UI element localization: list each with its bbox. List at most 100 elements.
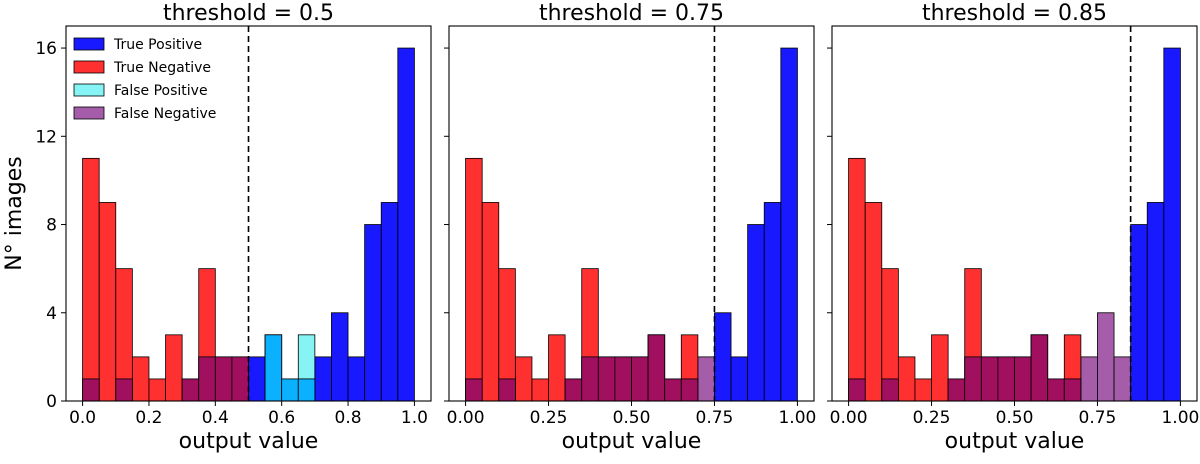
bar-overlap (1063, 378, 1082, 401)
x-axis-label: output value (562, 429, 702, 454)
x-axis-label: output value (179, 429, 319, 454)
y-tick-label: 16 (35, 39, 57, 59)
bar-true-positive (380, 202, 399, 401)
bar-true-negative (848, 157, 866, 401)
x-tick-label: 0.75 (696, 408, 734, 428)
bar-overlap (465, 378, 483, 401)
bar-overlap (680, 378, 699, 401)
bar-true-negative (498, 268, 516, 401)
y-tick-label: 0 (46, 392, 57, 412)
x-tick-label: 0.2 (135, 408, 162, 428)
x-tick-label: 0.00 (830, 408, 868, 428)
bar-true-positive (248, 356, 266, 401)
legend-label: True Positive (113, 37, 202, 53)
bar-overlap (947, 378, 966, 401)
bar-true-positive (714, 312, 732, 401)
bar-false-negative (697, 356, 715, 401)
bar-overlap (647, 334, 666, 401)
bar-overlap (281, 378, 299, 401)
x-tick-label: 0.25 (530, 408, 568, 428)
x-axis-label: output value (945, 429, 1085, 454)
x-tick-label: 0.6 (268, 408, 295, 428)
panel-3: 0.00 0.25 0.50 0.75 1.00 output value threshol… (827, 1, 1199, 454)
legend-swatch (73, 106, 105, 120)
bars-group (82, 47, 415, 401)
legend-swatch (73, 60, 105, 74)
panel-1: 0.0 0.2 0.4 0.6 0.8 1.0 output value threshold … (35, 1, 432, 454)
legend-label: False Negative (114, 106, 216, 122)
bar-true-positive (763, 202, 782, 401)
bar-true-negative (481, 202, 500, 401)
x-tick-label: 0.00 (447, 408, 485, 428)
x-tick-label: 0.50 (996, 408, 1034, 428)
bar-true-negative (148, 378, 166, 401)
panel-2: 0.00 0.25 0.50 0.75 1.00 output value threshol… (444, 1, 816, 454)
bar-true-positive (1130, 224, 1148, 401)
bar-true-negative (115, 268, 133, 401)
bar-true-positive (331, 312, 349, 401)
legend-label: True Negative (113, 60, 211, 76)
x-tick-label: 1.00 (778, 408, 816, 428)
bar-overlap (980, 356, 999, 401)
bar-overlap (597, 356, 616, 401)
bar-false-negative (1097, 312, 1115, 401)
bar-true-negative (881, 268, 899, 401)
y-tick-label: 8 (46, 216, 57, 236)
bar-overlap (264, 334, 283, 401)
bar-true-positive (1163, 47, 1181, 401)
bar-overlap (964, 356, 982, 401)
x-tick-label: 1.0 (401, 408, 428, 428)
bar-true-positive (347, 356, 366, 401)
x-tick-label: 1.00 (1161, 408, 1199, 428)
bar-overlap (115, 378, 133, 401)
y-tick-label: 4 (46, 304, 57, 324)
bar-true-negative (165, 334, 183, 401)
bar-false-negative (1113, 356, 1132, 401)
legend-label: False Positive (114, 83, 208, 99)
bar-overlap (82, 378, 100, 401)
bar-true-negative (82, 157, 100, 401)
x-tick-label: 0.0 (69, 408, 96, 428)
x-tick-label: 0.50 (613, 408, 651, 428)
bar-overlap (997, 356, 1015, 401)
bar-true-negative (465, 157, 483, 401)
legend-swatch (73, 83, 105, 97)
bar-true-negative (98, 202, 117, 401)
bar-overlap (231, 356, 249, 401)
bar-overlap (631, 356, 649, 401)
bar-true-positive (730, 356, 749, 401)
bar-true-positive (314, 356, 332, 401)
x-tick-label: 0.25 (913, 408, 951, 428)
bar-overlap (198, 356, 216, 401)
bar-true-positive (747, 224, 765, 401)
bar-overlap (1047, 378, 1065, 401)
y-tick-label: 12 (35, 127, 57, 147)
bar-true-negative (864, 202, 883, 401)
y-axis-label: N° images (2, 156, 27, 270)
panel-title: threshold = 0.75 (539, 1, 724, 26)
bar-overlap (614, 356, 632, 401)
bars-group (465, 47, 798, 401)
panel-title: threshold = 0.5 (163, 1, 334, 26)
legend: True Positive True Negative False Positive… (73, 37, 216, 122)
bar-true-negative (548, 334, 566, 401)
bar-overlap (664, 378, 682, 401)
bar-overlap (581, 356, 599, 401)
x-tick-label: 0.75 (1079, 408, 1117, 428)
bar-overlap (848, 378, 866, 401)
bar-overlap (881, 378, 899, 401)
axes-frame (65, 25, 432, 402)
bar-true-positive (397, 47, 415, 401)
bar-true-positive (364, 224, 382, 401)
bar-overlap (564, 378, 583, 401)
bar-true-negative (931, 334, 949, 401)
x-tick-label: 0.8 (335, 408, 362, 428)
bar-overlap (297, 378, 316, 401)
bar-true-positive (780, 47, 798, 401)
bar-true-negative (531, 378, 549, 401)
bar-overlap (1030, 334, 1049, 401)
bar-overlap (181, 378, 200, 401)
bar-false-negative (1080, 356, 1098, 401)
